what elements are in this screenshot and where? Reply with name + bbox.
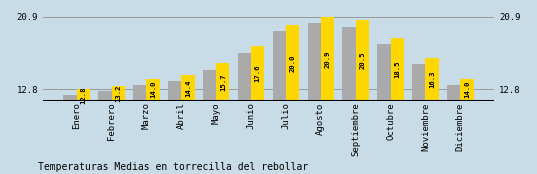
Text: 12.8: 12.8 [81,86,86,104]
Bar [238,53,251,101]
Text: 14.0: 14.0 [150,81,156,98]
Bar [168,81,182,101]
Bar [447,85,460,101]
Text: Temperaturas Medias en torrecilla del rebollar: Temperaturas Medias en torrecilla del re… [38,162,308,172]
Bar [343,26,355,101]
Bar [321,17,334,101]
Bar [216,63,229,101]
Bar [273,31,286,101]
Bar [112,86,125,101]
Bar [147,78,159,101]
Bar [63,95,77,101]
Bar [460,78,474,101]
Text: 15.7: 15.7 [220,73,226,91]
Text: 16.3: 16.3 [429,71,435,88]
Text: 13.2: 13.2 [115,85,121,102]
Text: 14.4: 14.4 [185,79,191,97]
Bar [77,89,90,101]
Bar [378,44,390,101]
Text: 17.6: 17.6 [255,65,260,82]
Bar [355,20,369,101]
Bar [182,75,194,101]
Bar [286,25,299,101]
Text: 18.5: 18.5 [394,61,400,78]
Bar [203,70,216,101]
Text: 20.9: 20.9 [324,50,330,68]
Text: 14.0: 14.0 [464,81,470,98]
Bar [133,85,147,101]
Bar [251,46,264,101]
Text: 20.0: 20.0 [289,54,295,72]
Bar [308,23,321,101]
Bar [98,91,112,101]
Bar [425,58,439,101]
Text: 20.5: 20.5 [359,52,365,69]
Bar [390,38,404,101]
Bar [412,64,425,101]
